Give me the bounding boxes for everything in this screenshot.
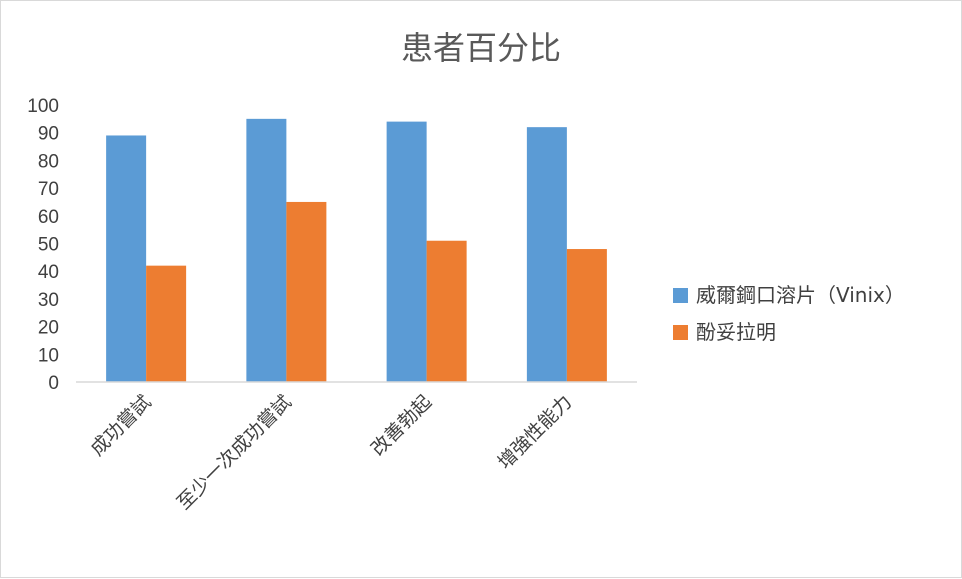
bar-series-0-0: [106, 135, 147, 382]
bar-series-0-1: [246, 118, 287, 382]
bar-series-1-0: [146, 265, 187, 382]
y-tick-label: 60: [38, 207, 59, 228]
y-tick-label: 80: [38, 151, 59, 172]
y-tick-label: 20: [38, 318, 59, 339]
x-axis-labels: 成功嘗試 至少一次成功嘗試 改善勃起 增強性能力: [86, 391, 576, 514]
y-axis: 0 10 20 30 40 50 60 70 80 90 100: [27, 96, 59, 394]
bar-series-1-3: [566, 249, 607, 382]
y-tick-label: 30: [38, 290, 59, 311]
bar-series-1-2: [426, 240, 467, 382]
y-tick-label: 0: [48, 373, 59, 394]
y-tick-label: 10: [38, 345, 59, 366]
legend-label: 酚妥拉明: [696, 320, 776, 344]
chart-title: 患者百分比: [401, 29, 561, 67]
x-category-label: 至少一次成功嘗試: [173, 391, 296, 514]
bars: [106, 118, 607, 383]
bar-series-0-2: [386, 121, 427, 383]
bar-series-1-1: [286, 201, 327, 382]
legend: 威爾鋼口溶片（Vinix） 酚妥拉明: [673, 283, 905, 344]
y-tick-label: 50: [38, 235, 59, 256]
legend-swatch: [673, 288, 688, 303]
legend-label: 威爾鋼口溶片（Vinix）: [696, 283, 905, 307]
x-category-label: 增強性能力: [494, 391, 577, 474]
y-tick-label: 70: [38, 179, 59, 200]
y-tick-label: 90: [38, 124, 59, 145]
legend-swatch: [673, 325, 688, 340]
bar-series-0-3: [526, 127, 567, 382]
y-tick-label: 40: [38, 262, 59, 283]
x-category-label: 成功嘗試: [86, 391, 155, 460]
x-category-label: 改善勃起: [367, 391, 436, 460]
y-tick-label: 100: [27, 96, 59, 117]
